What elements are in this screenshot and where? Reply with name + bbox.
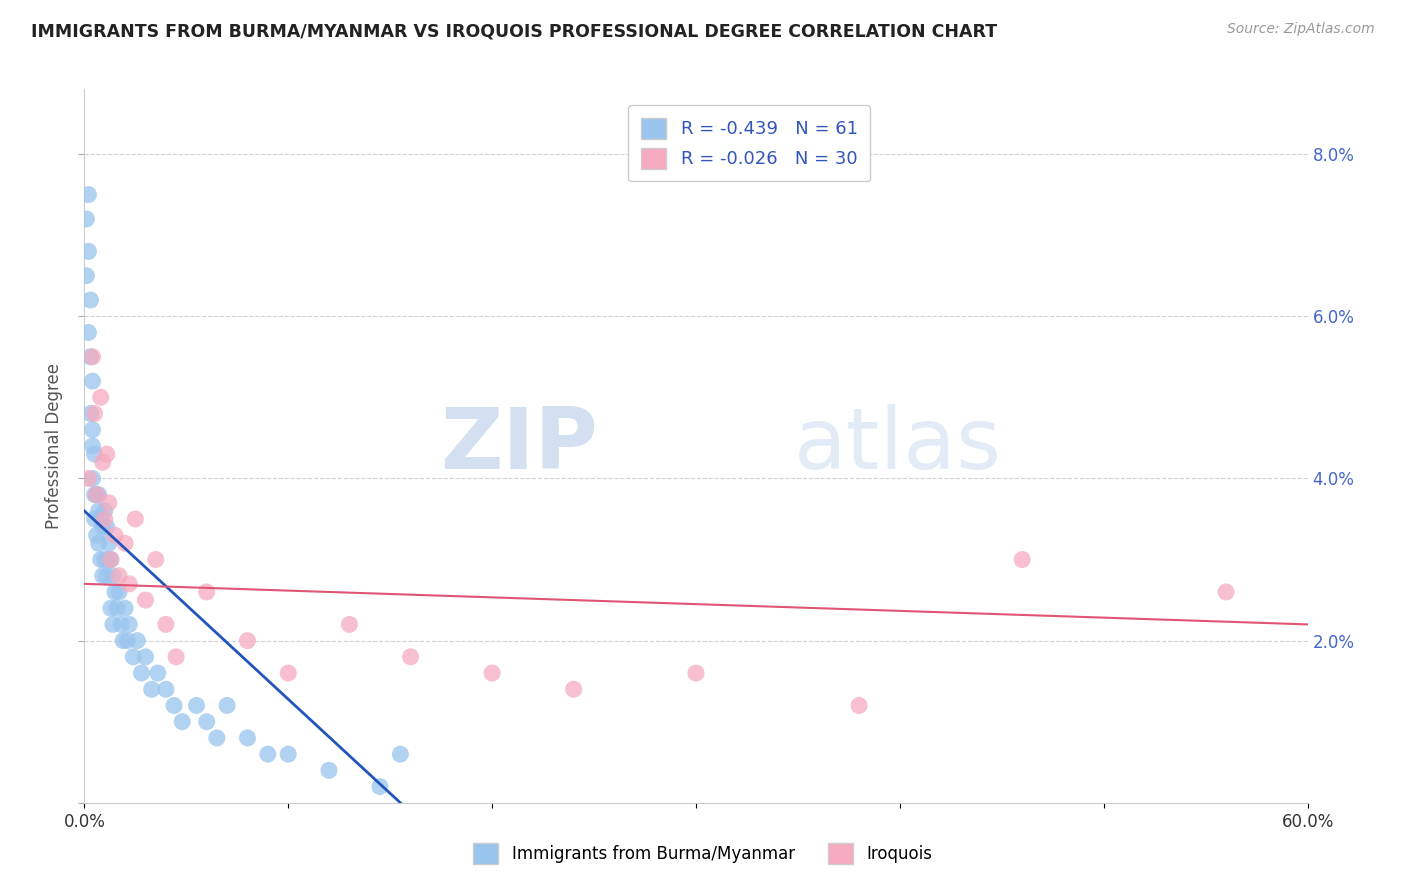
Point — [87, 488, 110, 502]
Point — [77, 326, 100, 340]
Point — [217, 698, 239, 713]
Point — [77, 471, 100, 485]
Point — [110, 617, 132, 632]
Point — [131, 666, 153, 681]
Point — [86, 488, 108, 502]
Point — [100, 552, 122, 566]
Point — [83, 407, 105, 421]
Point — [93, 512, 115, 526]
Point — [101, 568, 124, 582]
Point — [685, 666, 707, 681]
Point — [75, 268, 97, 283]
Text: Source: ZipAtlas.com: Source: ZipAtlas.com — [1227, 22, 1375, 37]
Point — [155, 682, 177, 697]
Point — [75, 211, 97, 226]
Point — [104, 528, 127, 542]
Point — [96, 568, 118, 582]
Point — [115, 633, 138, 648]
Point — [195, 585, 218, 599]
Point — [1215, 585, 1237, 599]
Point — [91, 568, 114, 582]
Point — [82, 471, 104, 485]
Point — [118, 577, 141, 591]
Point — [91, 455, 114, 469]
Point — [122, 649, 145, 664]
Point — [172, 714, 194, 729]
Point — [389, 747, 412, 761]
Point — [163, 698, 186, 713]
Point — [114, 536, 136, 550]
Point — [82, 439, 104, 453]
Point — [91, 520, 114, 534]
Point — [100, 552, 122, 566]
Point — [112, 633, 135, 648]
Point — [96, 447, 118, 461]
Point — [83, 447, 105, 461]
Point — [481, 666, 503, 681]
Point — [90, 512, 112, 526]
Point — [186, 698, 208, 713]
Point — [141, 682, 163, 697]
Text: ZIP: ZIP — [440, 404, 598, 488]
Point — [82, 423, 104, 437]
Point — [135, 593, 157, 607]
Point — [848, 698, 870, 713]
Point — [83, 488, 105, 502]
Point — [101, 617, 124, 632]
Point — [195, 714, 218, 729]
Point — [124, 512, 146, 526]
Text: atlas: atlas — [794, 404, 1002, 488]
Point — [127, 633, 149, 648]
Point — [86, 488, 108, 502]
Point — [236, 633, 259, 648]
Point — [90, 390, 112, 404]
Point — [236, 731, 259, 745]
Point — [79, 407, 101, 421]
Point — [145, 552, 167, 566]
Point — [318, 764, 340, 778]
Point — [83, 512, 105, 526]
Point — [368, 780, 391, 794]
Point — [97, 552, 120, 566]
Point — [97, 496, 120, 510]
Legend: Immigrants from Burma/Myanmar, Iroquois: Immigrants from Burma/Myanmar, Iroquois — [467, 837, 939, 871]
Point — [87, 504, 110, 518]
Point — [93, 504, 115, 518]
Point — [165, 649, 187, 664]
Point — [114, 601, 136, 615]
Legend: R = -0.439   N = 61, R = -0.026   N = 30: R = -0.439 N = 61, R = -0.026 N = 30 — [628, 105, 870, 181]
Point — [77, 187, 100, 202]
Point — [562, 682, 585, 697]
Point — [87, 536, 110, 550]
Point — [82, 374, 104, 388]
Point — [86, 528, 108, 542]
Point — [93, 552, 115, 566]
Text: IMMIGRANTS FROM BURMA/MYANMAR VS IROQUOIS PROFESSIONAL DEGREE CORRELATION CHART: IMMIGRANTS FROM BURMA/MYANMAR VS IROQUOI… — [31, 22, 997, 40]
Point — [277, 747, 299, 761]
Point — [257, 747, 280, 761]
Point — [79, 293, 101, 307]
Point — [146, 666, 169, 681]
Point — [135, 649, 157, 664]
Point — [90, 552, 112, 566]
Point — [104, 585, 127, 599]
Point — [77, 244, 100, 259]
Point — [205, 731, 228, 745]
Y-axis label: Professional Degree: Professional Degree — [45, 363, 63, 529]
Point — [100, 601, 122, 615]
Point — [1011, 552, 1033, 566]
Point — [339, 617, 361, 632]
Point — [277, 666, 299, 681]
Point — [79, 350, 101, 364]
Point — [97, 536, 120, 550]
Point — [155, 617, 177, 632]
Point — [118, 617, 141, 632]
Point — [399, 649, 422, 664]
Point — [105, 601, 128, 615]
Point — [82, 350, 104, 364]
Point — [108, 585, 131, 599]
Point — [96, 520, 118, 534]
Point — [108, 568, 131, 582]
